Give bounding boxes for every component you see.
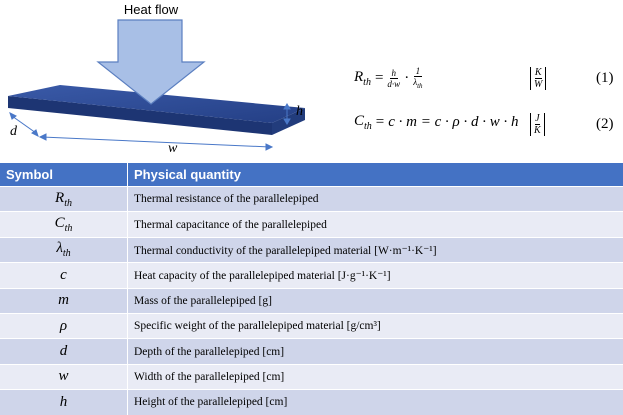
quantity-cell: Thermal resistance of the parallelepiped [128, 187, 623, 212]
quantity-cell: Mass of the parallelepiped [g] [128, 288, 623, 313]
quantity-cell: Width of the parallelepiped [cm] [128, 364, 623, 389]
table-row: ρ Specific weight of the parallelepiped m… [0, 313, 623, 338]
symbol-base: R [354, 69, 363, 85]
slab-diagram: Heat flow h d w [0, 0, 340, 160]
symbol-base: m [58, 292, 69, 308]
denominator: λth [413, 77, 422, 91]
equation: Cth = c · m = c · ρ · d · w · h [354, 113, 519, 132]
h-label: h [296, 104, 303, 119]
symbol-base: ρ [60, 318, 67, 334]
symbol-sub: th [65, 223, 73, 234]
header-cell: Symbol [0, 163, 128, 187]
numerator: 1 [414, 66, 423, 77]
symbol-cell: h [0, 390, 128, 415]
symbol-cell: d [0, 339, 128, 364]
unit-num: K [535, 67, 542, 79]
symbol-cell: λth [0, 237, 128, 262]
symbol-base: c [60, 267, 67, 283]
quantity-cell: Thermal conductivity of the parallelepip… [128, 237, 623, 262]
quantity-cell: Specific weight of the parallelepiped ma… [128, 313, 623, 338]
header-row: Symbol Physical quantity [0, 163, 623, 187]
table-row: m Mass of the parallelepiped [g] [0, 288, 623, 313]
symbol-base: d [60, 343, 68, 359]
symbol-sub: th [63, 248, 71, 259]
symbol-sub: th [364, 121, 372, 132]
operator: = [376, 114, 384, 131]
quantity-cell: Thermal capacitance of the parallelepipe… [128, 212, 623, 237]
numerator: h [390, 68, 399, 79]
symbol-base: R [55, 190, 64, 206]
unit-num: J [535, 113, 539, 125]
header-cell: Physical quantity [128, 163, 623, 187]
symbol-base: w [58, 368, 68, 384]
rhs: c · m = c · ρ · d · w · h [388, 114, 518, 131]
symbol: Cth [354, 113, 372, 132]
table-row: h Height of the parallelepiped [cm] [0, 390, 623, 415]
operator: = [375, 70, 383, 87]
symbol-cell: w [0, 364, 128, 389]
symbol-cell: Cth [0, 212, 128, 237]
symbol-base: C [55, 215, 65, 231]
denominator: d·w [387, 79, 400, 89]
symbol-cell: Rth [0, 187, 128, 212]
symbol-sub: th [363, 77, 371, 88]
unit-den: K [534, 125, 541, 136]
table-row: w Width of the parallelepiped [cm] [0, 364, 623, 389]
symbol-base: C [354, 113, 364, 129]
symbol-base: h [60, 394, 68, 410]
symbol-cell: ρ [0, 313, 128, 338]
denominator-sub: th [417, 82, 422, 90]
equation-number: (1) [596, 70, 614, 87]
page: {"diagram": {"heat_label": "Heat flow", … [0, 0, 623, 407]
heat-label: Heat flow [124, 2, 179, 17]
symbol-sub: th [64, 198, 72, 209]
symbol: Rth [354, 69, 371, 88]
operator: · [404, 70, 409, 87]
equation-number: (2) [596, 116, 614, 133]
quantity-cell: Heat capacity of the parallelepiped mate… [128, 263, 623, 288]
quantity-cell: Height of the parallelepiped [cm] [128, 390, 623, 415]
symbol-cell: m [0, 288, 128, 313]
w-label: w [168, 141, 178, 156]
quantity-cell: Depth of the parallelepiped [cm] [128, 339, 623, 364]
d-label: d [10, 124, 18, 139]
symbol-cell: c [0, 263, 128, 288]
unit-den: W [534, 79, 542, 90]
table-row: c Heat capacity of the parallelepiped mat… [0, 263, 623, 288]
table-row: d Depth of the parallelepiped [cm] [0, 339, 623, 364]
